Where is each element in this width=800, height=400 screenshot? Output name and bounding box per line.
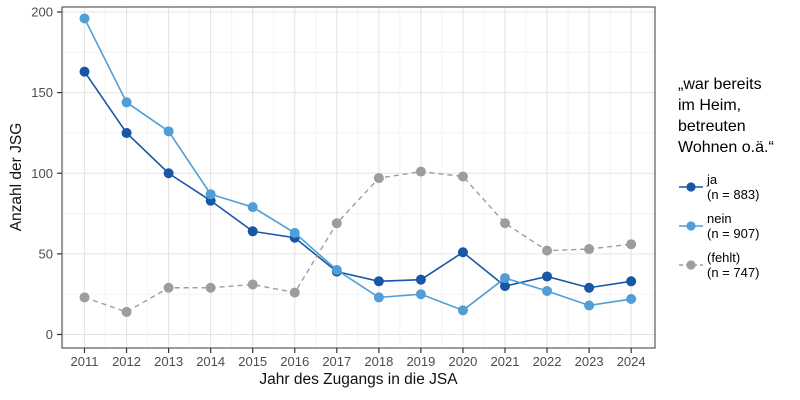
legend-n-nein: (n = 907) (707, 226, 760, 241)
y-tick-label: 200 (31, 5, 53, 20)
legend-key-dot (686, 260, 696, 270)
data-point (289, 287, 300, 298)
data-point (457, 171, 468, 182)
data-point (415, 274, 426, 285)
legend-item-ja: ja (n = 883) (678, 172, 798, 202)
data-point (500, 273, 510, 284)
y-tick-label: 150 (31, 85, 53, 100)
data-point (542, 285, 553, 296)
legend-label-fehlt: (fehlt) (707, 250, 741, 265)
data-point (542, 271, 553, 282)
data-point (626, 276, 637, 287)
series-fehlt (79, 166, 637, 317)
data-point (205, 189, 216, 200)
x-tick-label: 2018 (364, 354, 393, 369)
legend-item-nein: nein (n = 907) (678, 211, 798, 241)
data-point (415, 289, 426, 300)
data-point (79, 292, 90, 303)
data-point (331, 218, 342, 229)
data-point (121, 306, 132, 317)
data-point (415, 166, 426, 177)
legend-key-nein-icon (679, 221, 703, 231)
panel-border (61, 6, 656, 349)
data-point (79, 13, 90, 24)
legend-n-ja: (n = 883) (707, 187, 760, 202)
x-tick-label: 2016 (280, 354, 309, 369)
x-tick-label: 2017 (322, 354, 351, 369)
legend-key-fehlt-icon (679, 260, 703, 270)
x-tick-label: 2022 (533, 354, 562, 369)
data-point (79, 66, 90, 77)
x-tick-label: 2012 (112, 354, 141, 369)
legend-key-ja-icon (679, 182, 703, 192)
data-point (289, 227, 300, 238)
y-tick-label: 50 (39, 246, 53, 261)
data-point (247, 202, 258, 213)
legend-label-ja: ja (707, 172, 718, 187)
legend-key-dot (686, 221, 696, 231)
series-line (83, 71, 632, 289)
panel-background (62, 7, 655, 348)
data-point (584, 300, 595, 311)
series-line (83, 18, 632, 312)
data-point (163, 126, 174, 137)
series-nein (79, 13, 637, 316)
data-point (500, 218, 510, 229)
data-point (584, 244, 595, 255)
data-point (331, 265, 342, 275)
legend-item-fehlt: (fehlt) (n = 747) (678, 250, 798, 280)
y-tick-label: 100 (31, 166, 53, 181)
legend-n-fehlt: (n = 747) (707, 265, 760, 280)
x-tick-label: 2023 (575, 354, 604, 369)
y-axis-title: Anzahl der JSG (8, 122, 25, 232)
data-point (205, 282, 216, 293)
data-point (500, 281, 510, 292)
data-point (373, 292, 384, 303)
x-tick-label: 2020 (448, 354, 477, 369)
data-point (121, 127, 132, 138)
legend-title: „war bereits im Heim, betreuten Wohnen o… (678, 76, 774, 156)
data-point (626, 239, 637, 250)
data-point (542, 245, 553, 256)
x-tick-label: 2024 (617, 354, 646, 369)
x-axis-title: Jahr des Zugangs in die JSA (259, 371, 458, 388)
x-tick-label: 2014 (196, 354, 225, 369)
data-point (163, 168, 174, 179)
data-point (584, 282, 595, 293)
x-tick-label: 2013 (154, 354, 183, 369)
data-point (626, 294, 637, 305)
data-point (457, 247, 468, 258)
x-tick-label: 2019 (406, 354, 435, 369)
data-point (121, 97, 132, 108)
x-tick-label: 2021 (491, 354, 520, 369)
data-point (457, 305, 468, 316)
legend-key-dot (686, 182, 696, 192)
legend-label-nein: nein (707, 211, 732, 226)
legend: „war bereits im Heim, betreuten Wohnen o… (678, 74, 798, 289)
data-point (373, 173, 384, 184)
data-point (247, 226, 258, 237)
series-line (84, 170, 632, 313)
data-point (373, 276, 384, 287)
x-tick-label: 2011 (71, 354, 99, 369)
x-tick-label: 2015 (238, 354, 267, 369)
data-point (247, 279, 258, 290)
y-tick-label: 0 (46, 327, 53, 342)
data-point (163, 282, 174, 293)
